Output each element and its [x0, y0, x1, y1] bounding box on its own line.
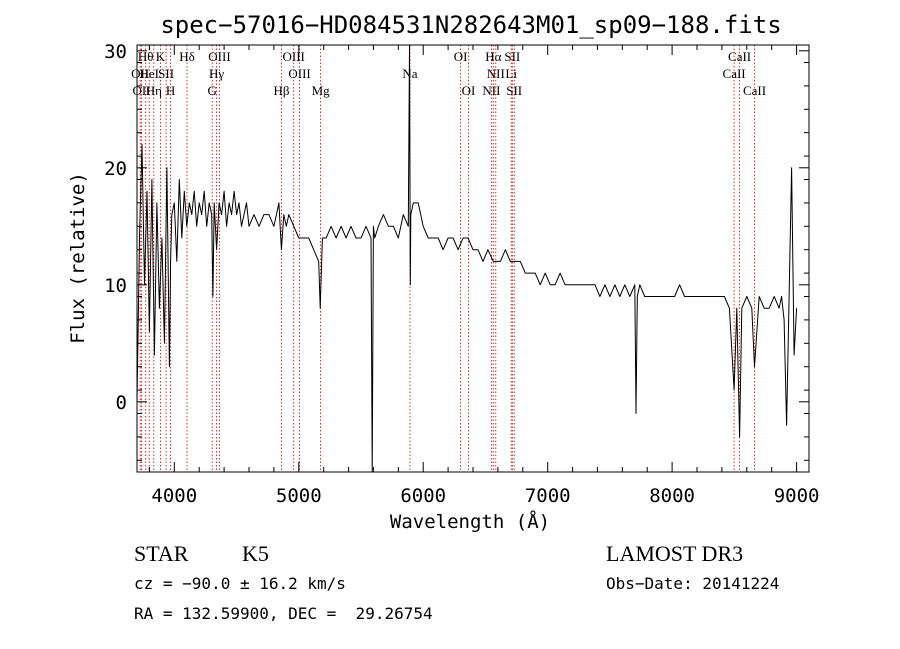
line-label-22: Li	[505, 66, 517, 81]
line-label-24: SII	[506, 83, 522, 98]
line-label-3: HeI	[139, 66, 159, 81]
line-label-13: OIII	[283, 49, 305, 64]
emission-line-labels: OIIOIIHθHeIHηKSIIHHδGHγOIIIHβOIIIOIIIMgN…	[131, 49, 766, 98]
x-tick-label-0: 4000	[151, 485, 197, 507]
line-label-9: G	[208, 83, 217, 98]
series-line-0	[136, 44, 798, 473]
line-label-18: OI	[462, 83, 476, 98]
y-tick-label-2: 20	[104, 158, 127, 180]
line-label-10: Hγ	[209, 66, 224, 81]
line-label-19: NII	[482, 83, 500, 98]
x-tick-label-5: 9000	[774, 485, 820, 507]
redshift-text: cz = −90.0 ± 16.2 km/s	[134, 574, 346, 593]
object-class: STAR	[134, 541, 189, 566]
x-tick-label-2: 6000	[400, 485, 446, 507]
line-label-14: OIII	[288, 66, 310, 81]
coordinates-text: RA = 132.59900, DEC = 29.26754	[134, 604, 433, 623]
x-axis-label: Wavelength (Å)	[390, 510, 550, 533]
y-tick-label-3: 30	[104, 41, 127, 63]
y-axis-label: Flux (relative)	[67, 172, 89, 344]
line-label-6: SII	[158, 66, 174, 81]
spectrum-series	[136, 44, 798, 473]
obs-date: Obs−Date: 20141224	[606, 574, 780, 593]
line-label-23: SII	[504, 49, 520, 64]
x-axis-ticks: 4000 5000 6000 7000 8000 9000	[148, 45, 820, 507]
line-label-27: CaII	[743, 83, 766, 98]
plot-frame	[136, 44, 810, 473]
line-label-5: K	[156, 49, 166, 64]
line-label-4: Hη	[146, 83, 162, 98]
line-label-0: OII	[131, 66, 149, 81]
line-label-17: OI	[454, 49, 468, 64]
line-label-25: CaII	[723, 66, 746, 81]
y-tick-label-1: 10	[104, 275, 127, 297]
subclass: K5	[242, 541, 269, 566]
x-tick-label-1: 5000	[276, 485, 322, 507]
survey-label: LAMOST DR3	[606, 541, 744, 566]
line-label-15: Mg	[312, 83, 331, 98]
x-tick-label-4: 8000	[649, 485, 695, 507]
line-label-16: Na	[402, 66, 417, 81]
line-label-12: Hβ	[273, 83, 289, 98]
emission-line-markers	[139, 45, 755, 472]
line-label-20: Hα	[485, 49, 501, 64]
line-label-2: Hθ	[138, 49, 154, 64]
line-label-26: CaII	[728, 49, 751, 64]
y-axis-ticks: 0 10 20 30	[104, 41, 809, 461]
chart-title: spec−57016−HD084531N282643M01_sp09−188.f…	[160, 11, 781, 39]
x-tick-label-3: 7000	[525, 485, 571, 507]
line-label-21: NII	[487, 66, 505, 81]
line-label-7: H	[166, 83, 175, 98]
y-tick-label-0: 0	[116, 392, 127, 414]
line-label-8: Hδ	[179, 49, 195, 64]
line-label-11: OIII	[208, 49, 230, 64]
